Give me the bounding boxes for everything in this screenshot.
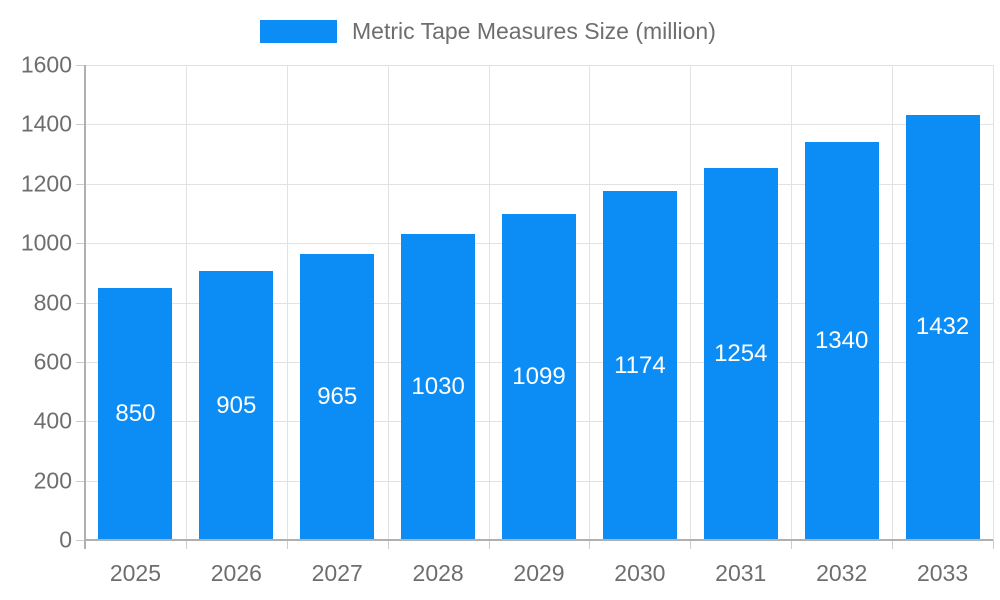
y-tick-label: 1400 (20, 110, 72, 137)
x-tick-label: 2029 (513, 560, 565, 586)
x-tick-label: 2027 (311, 560, 363, 586)
bar-value-label: 1432 (915, 313, 970, 341)
v-gridline (286, 65, 288, 540)
x-tick-label: 2028 (412, 560, 464, 586)
v-gridline (589, 65, 591, 540)
v-gridline (690, 65, 692, 540)
v-gridline (791, 65, 793, 540)
bar (905, 114, 980, 540)
v-gridline (488, 65, 490, 540)
bar (703, 167, 778, 540)
y-axis-line (84, 65, 86, 549)
y-tick-mark (76, 421, 85, 423)
y-tick-label: 600 (33, 348, 72, 375)
y-tick-mark (76, 124, 85, 126)
x-tick-mark (387, 540, 389, 549)
legend-swatch (260, 20, 337, 43)
x-tick-label: 2025 (109, 560, 162, 586)
bar-value-label: 1030 (411, 373, 465, 401)
y-tick-label: 1600 (20, 51, 72, 78)
y-tick-mark (76, 183, 85, 185)
legend-label: Metric Tape Measures Size (million) (352, 18, 716, 44)
y-tick-mark (76, 540, 85, 541)
x-tick-mark (892, 540, 894, 549)
v-gridline (993, 65, 994, 540)
h-gridline (85, 65, 993, 66)
bar-value-label: 1174 (614, 351, 666, 379)
y-tick-label: 400 (33, 407, 72, 434)
h-gridline (85, 124, 993, 126)
legend-item[interactable]: Metric Tape Measures Size (million) (260, 18, 716, 45)
v-gridline (185, 65, 187, 540)
bar-value-label: 850 (115, 399, 156, 427)
bar-value-label: 1254 (714, 339, 768, 367)
x-tick-label: 2030 (614, 560, 666, 586)
bar-value-label: 1340 (814, 327, 869, 355)
y-tick-label: 0 (59, 526, 72, 553)
x-tick-mark (690, 540, 692, 549)
x-tick-mark (488, 540, 490, 549)
x-axis-line (85, 539, 993, 541)
y-tick-mark (76, 65, 85, 66)
bar (804, 142, 879, 540)
h-gridline (85, 183, 993, 185)
x-tick-mark (589, 540, 591, 549)
y-tick-mark (76, 361, 85, 363)
v-gridline (387, 65, 389, 540)
bar (98, 287, 173, 540)
x-tick-mark (993, 540, 994, 549)
y-tick-mark (76, 243, 85, 245)
bar (300, 253, 375, 540)
x-tick-label: 2031 (715, 560, 767, 586)
bar (502, 213, 576, 540)
bar (602, 191, 677, 540)
bar-value-label: 1099 (512, 362, 566, 390)
y-tick-label: 800 (33, 289, 72, 315)
x-tick-mark (791, 540, 793, 549)
bar-value-label: 905 (216, 391, 257, 419)
bar (401, 234, 476, 540)
y-tick-mark (76, 480, 85, 482)
y-tick-label: 200 (33, 467, 72, 494)
bar (199, 271, 274, 540)
y-tick-label: 1000 (20, 229, 72, 256)
y-tick-mark (76, 302, 85, 304)
x-tick-label: 2026 (210, 560, 262, 586)
y-tick-label: 1200 (20, 170, 72, 197)
bar-value-label: 965 (317, 382, 358, 410)
x-tick-label: 2033 (916, 560, 969, 586)
x-tick-mark (185, 540, 187, 549)
x-tick-label: 2032 (816, 560, 868, 586)
v-gridline (892, 65, 894, 540)
x-tick-mark (286, 540, 288, 549)
